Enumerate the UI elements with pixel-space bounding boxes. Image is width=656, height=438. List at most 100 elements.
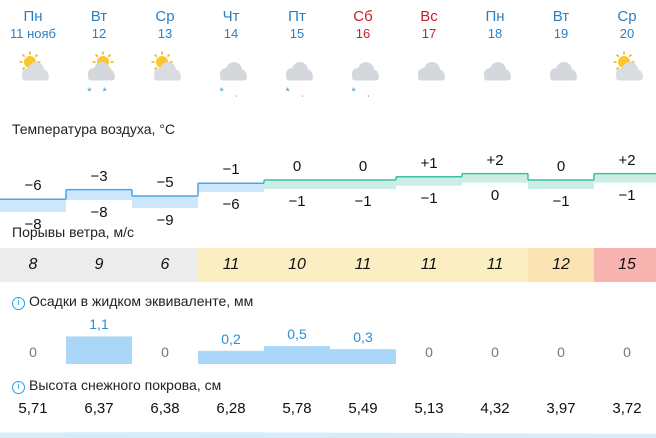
wind-gust-cell: 8: [0, 248, 66, 282]
precipitation-value: 0: [557, 344, 565, 360]
temp-min: −8: [90, 204, 108, 221]
wind-gust-cell: 12: [528, 248, 594, 282]
temperature-band: [198, 183, 264, 192]
snow-bar: [330, 432, 396, 438]
wind-gust-cell: 9: [66, 248, 132, 282]
wind-gust-cell: 6: [132, 248, 198, 282]
temperature-band: [396, 176, 462, 186]
day-date: 17: [421, 26, 437, 41]
day-of-week: Сб: [353, 8, 373, 25]
day-column: Вс 17: [396, 0, 462, 110]
day-of-week: Вт: [90, 8, 108, 25]
temp-max: −6: [24, 177, 42, 195]
day-of-week: Вт: [552, 8, 570, 25]
snow-bar: [66, 432, 132, 438]
day-column: Вт 19: [528, 0, 594, 110]
temperature-title: Температура воздуха, °С: [12, 121, 175, 137]
cloudy-icon: [477, 50, 513, 86]
temp-max: −1: [222, 161, 240, 179]
temperature-band: [462, 173, 528, 183]
snow-depth-value: 6,28: [216, 400, 246, 417]
day-of-week: Пт: [288, 8, 306, 25]
day-column: Пн 18: [462, 0, 528, 110]
cloudy-icon: [543, 50, 579, 86]
precipitation-value: 0,3: [353, 329, 373, 346]
snow-bar: [264, 432, 330, 438]
precipitation-value: 0: [491, 344, 499, 360]
snow-bar: [396, 432, 462, 438]
day-column: Сб 16 * ˌ: [330, 0, 396, 110]
temp-min: 0: [490, 186, 500, 204]
snow-depth-value: 5,78: [282, 400, 312, 417]
precipitation-value: 0: [161, 344, 169, 360]
precipitation-bar: [330, 349, 396, 364]
day-of-week: Ср: [155, 8, 175, 25]
info-icon[interactable]: i: [12, 381, 25, 394]
snow-depth-value: 5,13: [414, 400, 444, 417]
temperature-band: [264, 180, 330, 189]
precipitation-value: 0,2: [221, 330, 241, 347]
precipitation-title: i Осадки в жидком эквиваленте, мм: [12, 293, 253, 310]
temp-min: −1: [552, 193, 570, 210]
day-date: 15: [289, 26, 305, 41]
temperature-band: [528, 180, 594, 189]
info-icon[interactable]: i: [12, 297, 25, 310]
snow-chart: [0, 432, 656, 438]
precipitation-value: 1,1: [89, 316, 109, 333]
day-date: 11 нояб: [9, 26, 56, 41]
temp-min: −9: [156, 212, 174, 229]
day-date: 14: [223, 26, 239, 41]
snow-bar: [528, 433, 594, 438]
snow-depth-value: 5,49: [348, 400, 378, 417]
day-column: Пт 15 * ˌ: [264, 0, 330, 110]
day-column: Ср 13: [132, 0, 198, 110]
temp-max: 0: [292, 158, 302, 175]
precipitation-title-label: Осадки в жидком эквиваленте, мм: [29, 293, 254, 309]
wind-gust-cell: 11: [330, 248, 396, 282]
day-of-week: Пн: [485, 8, 505, 25]
snow-title: i Высота снежного покрова, см: [12, 377, 221, 394]
precipitation-value: 0,5: [287, 326, 307, 342]
day-column: Ср 20: [594, 0, 656, 110]
day-of-week: Чт: [222, 8, 240, 25]
wind-gust-cell: 11: [198, 248, 264, 282]
temperature-band: [66, 189, 132, 200]
temp-max: 0: [556, 158, 566, 175]
temp-max: +2: [486, 151, 504, 169]
temperature-band: [132, 196, 198, 208]
cloudy-icon: [213, 50, 249, 86]
snow-bar: [462, 433, 528, 438]
precipitation-bar: [198, 350, 264, 364]
precipitation-bar: [66, 336, 132, 364]
temp-max: −5: [156, 174, 174, 191]
wind-gust-cell: 11: [462, 248, 528, 282]
cloudy-icon: [279, 50, 315, 86]
wind-gust-cell: 11: [396, 248, 462, 282]
day-date: 12: [91, 26, 107, 41]
snow-depth-value: 3,72: [612, 400, 642, 417]
temp-min: −1: [354, 193, 372, 210]
partly-cloudy-icon: [147, 50, 183, 86]
snow-title-label: Высота снежного покрова, см: [29, 377, 222, 393]
precipitation-value: 0: [623, 344, 631, 360]
temp-max: +2: [618, 151, 636, 169]
wind-title: Порывы ветра, м/с: [12, 224, 134, 240]
snow-depth-value: 6,38: [150, 400, 180, 417]
temp-max: 0: [358, 158, 368, 175]
wind-gust-cell: 15: [594, 248, 656, 282]
precip-type-icon: * ˌ: [285, 86, 309, 98]
precip-type-icon: * ˌ: [351, 86, 375, 98]
temperature-chart: [0, 172, 656, 212]
temp-min: −6: [222, 196, 240, 213]
cloudy-icon: [411, 50, 447, 86]
day-column: Вт 12 * *: [66, 0, 132, 110]
temperature-band: [0, 199, 66, 212]
day-column: Пн 11 нояб: [0, 0, 66, 110]
day-column: Чт 14 * ˌ: [198, 0, 264, 110]
day-of-week: Вс: [420, 8, 438, 25]
partly-cloudy-icon: [15, 50, 51, 86]
day-date: 19: [553, 26, 569, 41]
partly-cloudy-icon: [609, 50, 645, 86]
snow-bar: [132, 432, 198, 438]
day-of-week: Ср: [617, 8, 637, 25]
